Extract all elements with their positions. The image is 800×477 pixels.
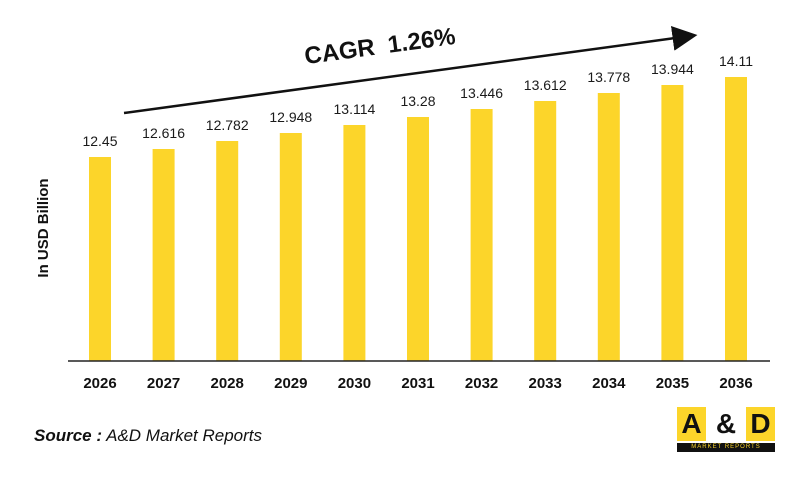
x-tick-2035: 2035 xyxy=(656,375,689,392)
value-label-2027: 12.616 xyxy=(142,125,185,141)
logo-tagline: MARKET REPORTS xyxy=(677,443,775,452)
bar-2029 xyxy=(279,133,302,361)
x-tick-2033: 2033 xyxy=(529,375,562,392)
cagr-trend-arrow xyxy=(123,25,698,115)
x-tick-2034: 2034 xyxy=(592,375,626,392)
bar-2034 xyxy=(597,93,620,361)
value-label-2031: 13.28 xyxy=(400,93,435,109)
logo-ampersand: & xyxy=(715,408,737,439)
bar-2026 xyxy=(89,157,111,361)
x-axis-tick-labels: 2026 2027 2028 2029 2030 2031 2032 2033 2034 2035… xyxy=(83,375,752,392)
value-label-2032: 13.446 xyxy=(460,85,503,101)
bar-2028 xyxy=(216,141,239,361)
value-label-2030: 13.114 xyxy=(334,101,376,117)
value-label-2029: 12.948 xyxy=(269,109,312,125)
x-tick-2029: 2029 xyxy=(274,375,307,392)
value-labels: 12.45 12.616 12.782 12.948 13.114 13.28 13.446… xyxy=(82,53,753,149)
value-label-2036: 14.11 xyxy=(719,53,753,69)
x-tick-2032: 2032 xyxy=(465,375,498,392)
value-label-2033: 13.612 xyxy=(524,77,567,93)
x-tick-2036: 2036 xyxy=(719,375,752,392)
source-label: Source : xyxy=(34,426,103,445)
value-label-2026: 12.45 xyxy=(82,133,117,149)
x-tick-2031: 2031 xyxy=(401,375,434,392)
bar-series xyxy=(89,77,747,361)
logo-letter-right: D xyxy=(746,407,775,441)
value-label-2034: 13.778 xyxy=(587,69,630,85)
x-tick-2028: 2028 xyxy=(211,375,244,392)
brand-logo: A & D MARKET REPORTS xyxy=(677,407,775,453)
x-tick-2027: 2027 xyxy=(147,375,180,392)
logo-letter-left: A xyxy=(677,407,706,441)
bar-2036 xyxy=(725,77,747,361)
y-axis-label: In USD Billion xyxy=(35,178,52,277)
value-label-2035: 13.944 xyxy=(651,61,694,77)
bar-2035 xyxy=(661,85,684,361)
source-note: Source : A&D Market Reports xyxy=(34,426,262,446)
x-tick-2030: 2030 xyxy=(338,375,371,392)
bar-2027 xyxy=(152,149,175,361)
x-tick-2026: 2026 xyxy=(83,375,116,392)
source-text: A&D Market Reports xyxy=(106,426,263,445)
bar-2031 xyxy=(407,117,429,361)
bar-2030 xyxy=(343,125,366,361)
bar-2033 xyxy=(534,101,557,361)
value-label-2028: 12.782 xyxy=(206,117,249,133)
cagr-annotation: CAGR 1.26% xyxy=(303,23,457,70)
bar-2032 xyxy=(470,109,493,361)
